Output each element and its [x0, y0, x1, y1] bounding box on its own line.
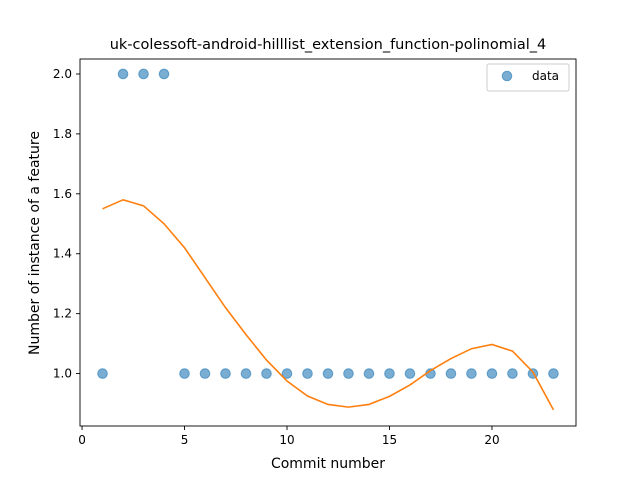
- y-tick-label: 1.6: [53, 187, 72, 201]
- data-point: [404, 368, 416, 379]
- x-axis-label: Commit number: [271, 456, 385, 472]
- y-tick-label: 1.4: [53, 247, 72, 261]
- data-point: [261, 368, 272, 379]
- y-tick-label: 1.8: [53, 127, 72, 141]
- data-point: [97, 368, 108, 379]
- y-tick-label: 1.0: [53, 367, 72, 381]
- data-point: [445, 368, 457, 379]
- data-point: [343, 368, 354, 379]
- y-axis-label: Number of instance of a feature: [27, 131, 43, 355]
- data-point: [117, 68, 129, 80]
- x-tick-label: 10: [279, 433, 294, 447]
- plot-area: 0 5 10 15 20 1.0 1.2 1.4 1.6 1.8 2.0: [53, 58, 577, 447]
- legend-entry-data: data: [532, 69, 559, 83]
- x-tick-label: 15: [382, 433, 397, 447]
- x-tick-label: 5: [181, 433, 189, 447]
- data-point: [363, 368, 375, 379]
- data-point: [322, 368, 334, 379]
- legend: data: [486, 63, 570, 92]
- x-tick-label: 20: [484, 433, 499, 447]
- data-point: [179, 368, 190, 379]
- x-tick-label: 0: [78, 433, 86, 447]
- data-point: [466, 368, 477, 379]
- data-point: [138, 68, 149, 80]
- chart-title: uk-colessoft-android-hilllist_extension_…: [110, 37, 547, 53]
- data-point: [302, 368, 313, 379]
- data-point: [158, 68, 170, 80]
- data-point: [384, 368, 395, 379]
- data-point: [199, 368, 211, 379]
- fit-line: [102, 198, 555, 411]
- legend-marker: [501, 70, 513, 82]
- y-tick-label: 1.2: [53, 307, 72, 321]
- y-tick-label: 2.0: [53, 67, 72, 81]
- axes-frame: [79, 58, 577, 427]
- data-point: [240, 368, 252, 379]
- data-point: [220, 368, 231, 379]
- data-point: [507, 368, 518, 379]
- data-point: [486, 368, 498, 379]
- data-point: [548, 368, 559, 379]
- data-point: [281, 368, 293, 379]
